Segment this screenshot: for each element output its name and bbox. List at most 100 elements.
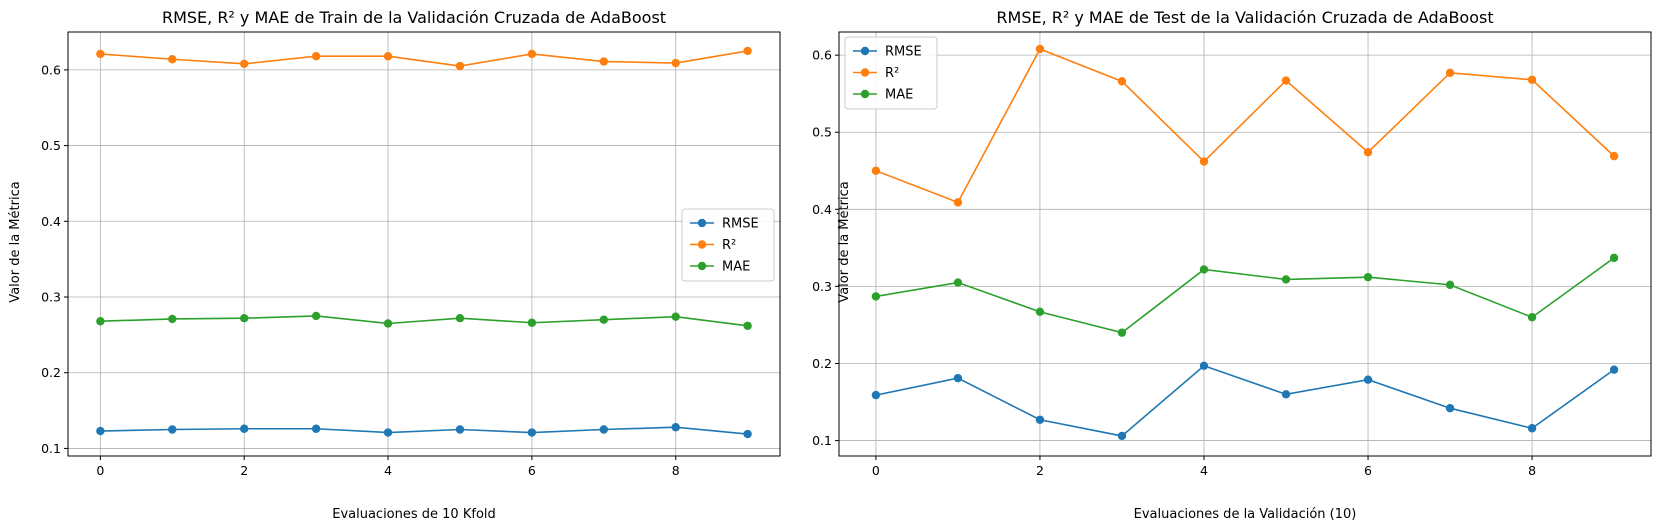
data-point — [1281, 275, 1291, 284]
test-chart: RMSE, R² y MAE de Test de la Validación … — [812, 8, 1652, 522]
x-tick-label: 6 — [528, 463, 536, 478]
x-tick-label: 2 — [240, 463, 248, 478]
y-axis-label: Valor de la Métrica — [8, 181, 23, 302]
legend-swatch-marker — [697, 261, 707, 271]
series-mae — [871, 253, 1619, 337]
legend-swatch-marker — [860, 68, 870, 77]
data-point — [871, 166, 881, 175]
data-point — [1363, 375, 1373, 384]
data-point — [671, 423, 680, 432]
data-point — [383, 52, 393, 61]
y-tick-label: 0.1 — [41, 441, 61, 456]
data-point — [599, 57, 608, 66]
plot-frame — [67, 31, 781, 457]
x-tick-label: 0 — [872, 463, 880, 478]
data-point — [168, 425, 177, 434]
x-tick-label: 8 — [672, 463, 680, 478]
legend-label: MAE — [885, 88, 913, 103]
legend: RMSE R² MAE — [844, 36, 938, 110]
series-line — [100, 315, 748, 327]
data-point — [1035, 415, 1045, 424]
y-tick-label: 0.6 — [41, 62, 61, 77]
data-point — [311, 52, 321, 61]
data-point — [311, 311, 321, 321]
y-tick-label: 0.2 — [812, 356, 832, 371]
x-tick-label: 4 — [1200, 463, 1208, 478]
legend-swatch-marker — [860, 89, 870, 99]
data-point — [743, 46, 752, 56]
data-point — [527, 318, 537, 327]
legend-label: MAE — [722, 260, 750, 275]
data-point — [383, 319, 393, 328]
y-axis-label: Valor de la Métrica — [837, 181, 852, 302]
y-tick-label: 0.2 — [41, 365, 61, 380]
data-point — [871, 292, 881, 301]
data-point — [871, 390, 881, 400]
data-point — [1281, 76, 1291, 85]
x-tick-label: 2 — [1036, 463, 1044, 478]
series-line — [875, 257, 1615, 334]
legend-swatch-marker — [860, 46, 870, 56]
data-point — [1199, 265, 1209, 274]
legend-label: R² — [885, 66, 899, 81]
series-rmse — [871, 361, 1619, 441]
x-tick-label: 8 — [1528, 463, 1536, 478]
legend: RMSE R² MAE — [681, 208, 775, 282]
data-point — [1199, 361, 1209, 371]
data-point — [1363, 272, 1373, 282]
data-point — [743, 321, 752, 330]
legend-label: RMSE — [722, 217, 759, 232]
data-point — [96, 317, 105, 326]
series-r2 — [96, 46, 752, 71]
data-point — [311, 424, 321, 433]
data-point — [1281, 390, 1291, 399]
y-tick-label: 0.5 — [41, 138, 61, 153]
data-point — [1117, 77, 1127, 86]
data-point — [1445, 404, 1455, 413]
data-point — [455, 61, 465, 71]
legend-label: R² — [722, 238, 736, 253]
data-point — [240, 424, 249, 433]
legend-box — [844, 36, 938, 110]
data-point — [383, 428, 393, 437]
plot-frame — [838, 31, 1652, 457]
data-point — [953, 198, 963, 207]
x-tick-label: 4 — [384, 463, 392, 478]
data-point — [527, 49, 537, 59]
data-point — [240, 314, 249, 323]
series-rmse — [96, 423, 752, 439]
train-chart: RMSE, R² y MAE de Train de la Validación… — [8, 8, 781, 522]
x-tick-label: 6 — [1364, 463, 1372, 478]
data-point — [96, 426, 105, 436]
data-point — [1199, 157, 1209, 166]
data-point — [1609, 253, 1619, 263]
data-point — [743, 429, 752, 439]
data-point — [1609, 151, 1619, 161]
y-tick-label: 0.3 — [812, 279, 832, 294]
x-axis-label: Evaluaciones de la Validación (10) — [1134, 507, 1357, 522]
legend-swatch-marker — [697, 240, 707, 249]
legend-swatch-marker — [697, 218, 707, 228]
chart-title: RMSE, R² y MAE de Test de la Validación … — [996, 8, 1493, 27]
data-point — [953, 373, 963, 383]
y-tick-label: 0.3 — [41, 290, 61, 305]
data-point — [1445, 68, 1455, 78]
data-point — [1117, 328, 1127, 337]
data-point — [1609, 365, 1619, 374]
data-point — [1363, 148, 1373, 157]
y-tick-label: 0.4 — [812, 202, 832, 217]
series-r2 — [871, 44, 1619, 207]
data-point — [1117, 431, 1127, 441]
legend-box — [681, 208, 775, 282]
data-point — [1445, 280, 1455, 290]
data-point — [1527, 313, 1537, 322]
y-tick-label: 0.4 — [41, 214, 61, 229]
series-line — [875, 364, 1615, 437]
data-point — [671, 58, 680, 68]
series-line — [875, 47, 1615, 204]
y-tick-label: 0.6 — [812, 48, 832, 63]
series-mae — [96, 311, 752, 330]
chart-title: RMSE, R² y MAE de Train de la Validación… — [162, 8, 666, 27]
data-point — [599, 425, 608, 434]
data-point — [455, 425, 465, 434]
